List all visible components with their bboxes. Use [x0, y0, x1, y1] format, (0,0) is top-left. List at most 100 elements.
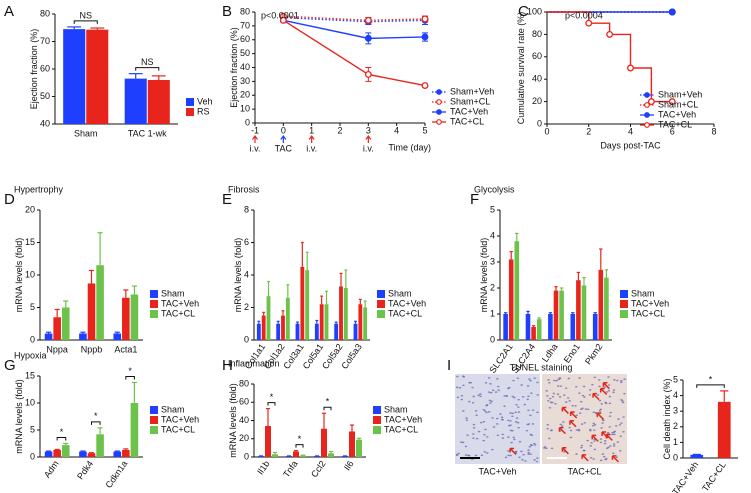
nucleus	[612, 391, 615, 394]
panel-label: E	[222, 191, 232, 208]
legend-label: TAC+Veh	[658, 109, 696, 119]
nucleus	[489, 383, 492, 385]
significance-bracket	[267, 402, 276, 406]
nucleus	[456, 375, 459, 378]
nucleus	[526, 398, 530, 401]
legend-label: TAC+Veh	[631, 298, 669, 308]
bar	[130, 403, 139, 457]
nucleus	[590, 442, 593, 444]
nucleus	[529, 453, 533, 455]
tunel-arrow	[561, 447, 569, 455]
nucleus	[501, 437, 505, 439]
nucleus	[527, 409, 530, 412]
bar	[293, 451, 299, 457]
nucleus	[530, 392, 533, 394]
image-label: TAC+Veh	[478, 466, 516, 476]
nucleus	[495, 417, 499, 420]
bar	[343, 288, 348, 340]
event-label: i.v.	[306, 143, 317, 153]
panel-label: F	[470, 191, 479, 208]
y-tick-label: 40	[239, 415, 249, 425]
nucleus	[512, 379, 515, 382]
nucleus	[520, 384, 523, 386]
nucleus	[485, 411, 488, 414]
nucleus	[511, 415, 514, 418]
nucleus	[501, 418, 504, 421]
nucleus	[583, 421, 587, 424]
nucleus	[488, 399, 492, 402]
legend-swatch	[186, 98, 194, 106]
nucleus	[543, 446, 547, 448]
nucleus	[529, 379, 532, 382]
x-tick-label: 2	[586, 126, 591, 136]
data-point	[421, 15, 429, 23]
nucleus	[618, 424, 622, 426]
legend-label: RS	[197, 106, 210, 116]
bar	[258, 456, 264, 457]
nucleus	[523, 403, 527, 406]
bar	[79, 333, 87, 340]
event-label: i.v.	[250, 143, 261, 153]
tunel-arrow	[569, 411, 578, 419]
legend-label: TAC+Veh	[161, 414, 199, 424]
nucleus	[558, 396, 562, 398]
nucleus	[597, 379, 601, 381]
significance-label: NS	[79, 10, 92, 20]
nucleus	[472, 433, 475, 435]
nucleus	[607, 376, 610, 378]
nucleus	[509, 429, 513, 432]
significance-bracket	[135, 67, 160, 71]
bar	[122, 297, 130, 340]
nucleus	[598, 385, 601, 388]
nucleus	[604, 458, 607, 461]
bar	[503, 314, 508, 340]
nucleus	[608, 395, 612, 398]
nucleus	[461, 441, 465, 444]
bar	[272, 454, 278, 457]
nucleus	[611, 433, 614, 436]
nucleus	[485, 452, 489, 454]
nucleus	[601, 422, 604, 424]
nucleus	[503, 395, 507, 397]
nucleus	[564, 401, 568, 403]
legend-marker	[436, 119, 442, 125]
tunel-arrow	[599, 387, 608, 396]
y-axis-label: Ejection fraction (%)	[29, 29, 39, 110]
nucleus	[533, 444, 537, 446]
nucleus	[533, 377, 536, 379]
bar	[87, 283, 96, 340]
nucleus	[455, 386, 459, 389]
bar	[63, 29, 86, 124]
nucleus	[615, 456, 619, 459]
panel-label: B	[222, 3, 232, 20]
nucleus	[582, 449, 586, 452]
nucleus	[462, 376, 466, 378]
nucleus	[464, 445, 468, 448]
legend-label: TAC+Veh	[388, 298, 426, 308]
data-point	[279, 16, 287, 24]
nucleus	[483, 433, 486, 436]
nucleus	[500, 416, 504, 419]
nucleus	[605, 447, 609, 450]
y-tick-label: 70	[40, 36, 50, 46]
nucleus	[592, 422, 596, 425]
nucleus	[511, 395, 514, 398]
significance-bracket	[73, 20, 98, 24]
chart-title: Hypoxia	[14, 350, 47, 360]
nucleus	[622, 416, 625, 418]
nucleus	[593, 424, 597, 426]
nucleus	[599, 438, 603, 440]
nucleus	[607, 389, 611, 392]
nucleus	[588, 389, 592, 391]
nucleus	[596, 394, 600, 396]
bar	[314, 456, 320, 457]
nucleus	[583, 396, 586, 398]
bar	[87, 453, 96, 457]
nucleus	[601, 453, 605, 455]
y-tick-label: 80	[240, 6, 250, 16]
nucleus	[456, 396, 460, 399]
chart-title: Hypertrophy	[14, 184, 64, 194]
legend-marker	[436, 99, 442, 105]
significance-bracket	[125, 375, 135, 380]
legend-swatch	[150, 290, 158, 298]
